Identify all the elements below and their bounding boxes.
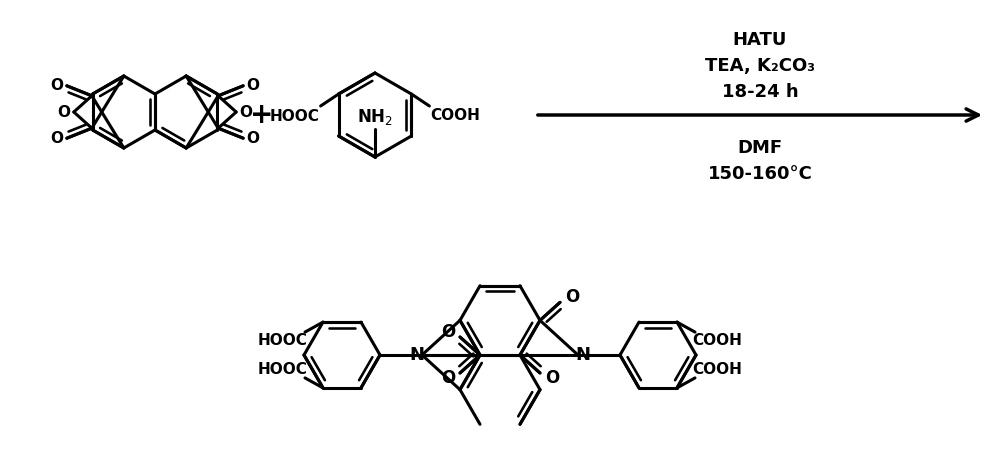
Text: O: O <box>441 323 455 341</box>
Text: HOOC: HOOC <box>270 108 320 123</box>
Text: O: O <box>50 131 63 146</box>
Text: 150-160°C: 150-160°C <box>708 165 812 183</box>
Text: O: O <box>50 79 63 93</box>
Text: O: O <box>565 289 579 307</box>
Text: O: O <box>57 105 70 120</box>
Text: O: O <box>247 79 260 93</box>
Text: COOH: COOH <box>692 333 742 348</box>
Text: HOOC: HOOC <box>258 362 308 377</box>
Text: N: N <box>410 346 424 364</box>
Text: +: + <box>250 101 274 129</box>
Text: HATU: HATU <box>733 31 787 49</box>
Text: N: N <box>576 346 590 364</box>
Text: O: O <box>240 105 253 120</box>
Text: HOOC: HOOC <box>258 333 308 348</box>
Text: NH$_2$: NH$_2$ <box>357 107 393 127</box>
Text: O: O <box>247 131 260 146</box>
Text: O: O <box>441 369 455 387</box>
Text: O: O <box>545 369 559 387</box>
Text: COOH: COOH <box>692 362 742 377</box>
Text: COOH: COOH <box>430 108 480 123</box>
Text: 18-24 h: 18-24 h <box>722 83 798 101</box>
Text: DMF: DMF <box>737 139 783 157</box>
Text: TEA, K₂CO₃: TEA, K₂CO₃ <box>705 57 815 75</box>
